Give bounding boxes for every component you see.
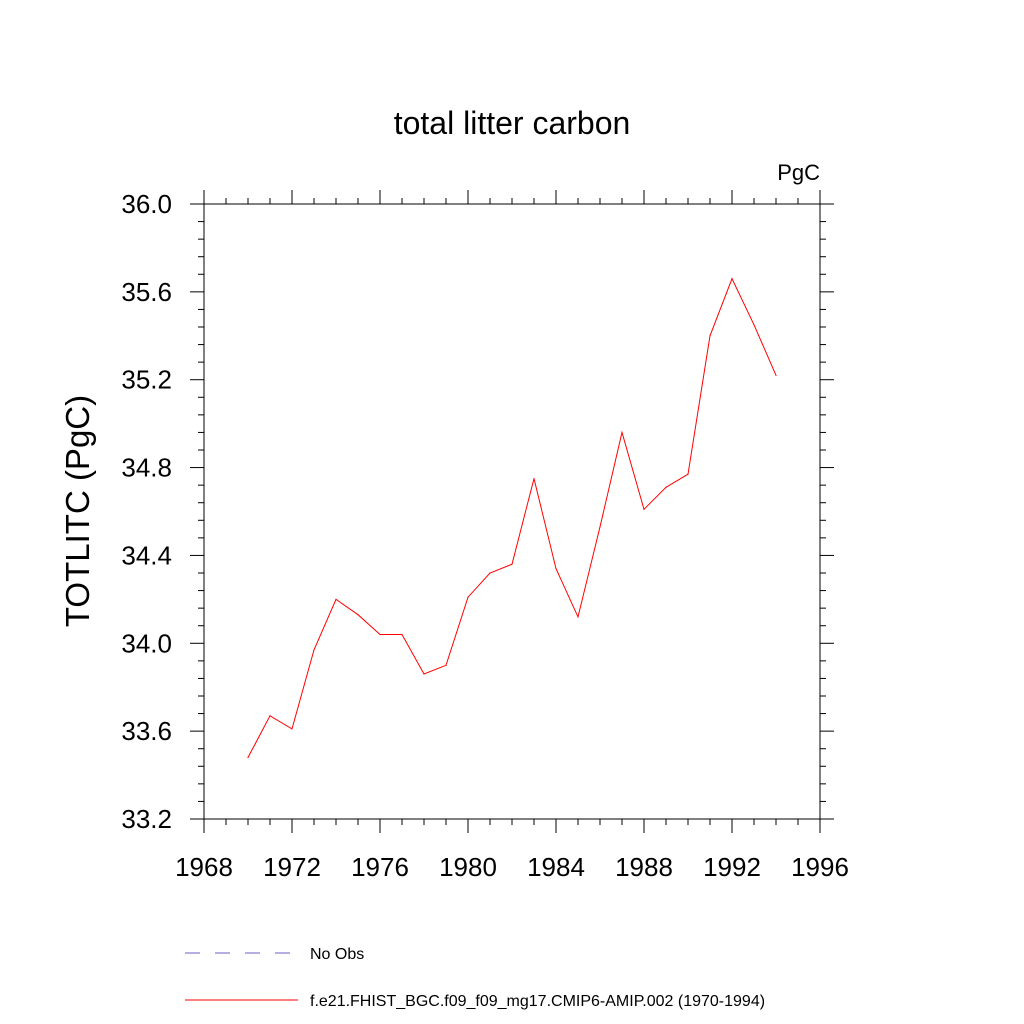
y-tick-label: 35.2 [121,365,172,395]
y-tick-label: 33.2 [121,804,172,834]
data-point [753,324,755,326]
data-point [423,673,425,675]
axis-ticks [190,190,834,833]
x-tick-label: 1996 [791,852,849,882]
y-tick-label: 35.6 [121,277,172,307]
data-point [731,278,733,280]
y-tick-label: 36.0 [121,189,172,219]
y-tick-label: 33.6 [121,716,172,746]
data-point [401,633,403,636]
axis-tick-labels: 1968 1972 1976 1980 1984 1988 1992 1996 33.2 33.6… [121,189,849,882]
data-point [577,616,579,618]
x-tick-label: 1968 [175,852,233,882]
legend-label-model-run: f.e21.FHIST_BGC.f09_f09_mg17.CMIP6-AMIP.… [310,993,765,1010]
data-point [665,486,667,488]
x-tick-label: 1984 [527,852,585,882]
x-tick-label: 1972 [263,852,321,882]
x-tick-label: 1992 [703,852,761,882]
y-tick-label: 34.8 [121,453,172,483]
data-point [775,374,777,376]
data-point [533,477,535,480]
data-point [555,568,557,570]
x-tick-label: 1988 [615,852,673,882]
data-point [599,526,601,528]
chart-title: total litter carbon [394,105,631,141]
data-point [643,508,645,510]
data-point [335,598,337,600]
data-point [709,335,711,337]
series-layer [247,277,777,759]
y-tick-label: 34.4 [121,540,172,570]
y-tick-label: 34.0 [121,628,172,658]
plot-frame [203,203,821,820]
data-point [269,715,271,717]
legend-label-no-obs: No Obs [310,946,364,963]
legend: No Obs f.e21.FHIST_BGC.f09_f09_mg17.CMIP… [185,946,765,1010]
data-point [291,728,293,730]
data-point [247,756,249,759]
data-point [445,664,447,666]
data-point [511,563,513,565]
x-tick-label: 1980 [439,852,497,882]
series-line-1 [247,277,777,758]
data-point [621,431,623,434]
data-point [379,633,381,636]
data-point [489,572,491,574]
data-point [467,596,469,598]
units-label: PgC [777,160,820,185]
y-axis-label: TOTLITC (PgC) [59,395,96,627]
data-point [687,473,689,475]
data-point [357,614,359,616]
data-point [313,649,315,651]
x-tick-label: 1976 [351,852,409,882]
